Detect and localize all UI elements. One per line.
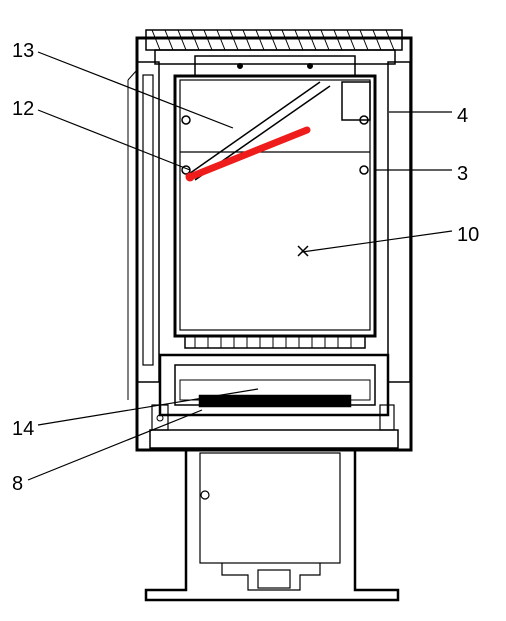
callout-label-8: 8 xyxy=(12,473,23,496)
callout-label-4: 4 xyxy=(457,105,468,128)
technical-diagram xyxy=(0,0,506,621)
callout-label-10: 10 xyxy=(457,224,479,247)
callout-label-3: 3 xyxy=(457,163,468,186)
callout-label-13: 13 xyxy=(12,40,34,63)
callout-line-12 xyxy=(38,110,190,170)
callout-line-8 xyxy=(28,410,202,480)
callout-line-10 xyxy=(302,231,452,252)
callout-label-12: 12 xyxy=(12,98,34,121)
callout-label-14: 14 xyxy=(12,418,34,441)
